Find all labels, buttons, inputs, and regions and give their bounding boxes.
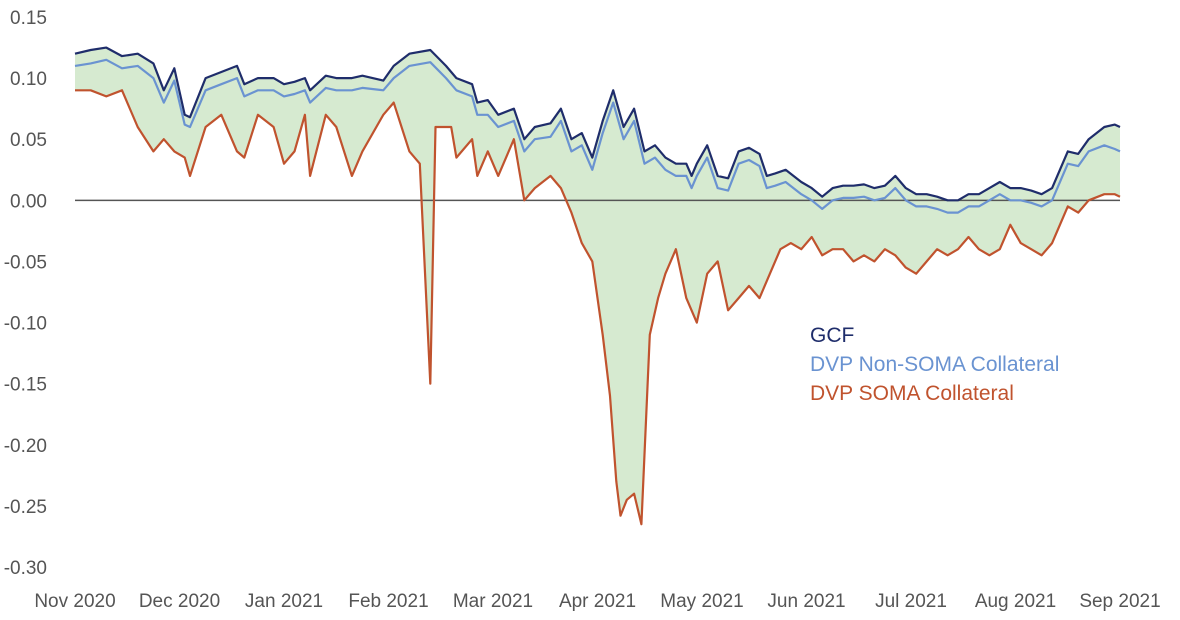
- legend-entry: GCF: [810, 324, 854, 347]
- x-tick-label: May 2021: [660, 591, 743, 612]
- series-line-dvp-non-soma-collateral: [74, 58, 1121, 214]
- x-axis-ticks: Nov 2020 Dec 2020 Jan 2021 Feb 2021 Mar 2021…: [34, 591, 1160, 612]
- y-tick-label: -0.15: [4, 375, 47, 396]
- range-band-area: [75, 47, 1120, 525]
- x-tick-label: Nov 2020: [34, 591, 115, 612]
- x-tick-label: Sep 2021: [1079, 591, 1160, 612]
- y-tick-label: 0.00: [10, 191, 47, 212]
- x-tick-label: Jul 2021: [875, 591, 947, 612]
- legend-entry: DVP Non-SOMA Collateral: [810, 353, 1059, 376]
- x-tick-label: Apr 2021: [559, 591, 636, 612]
- y-tick-label: -0.20: [4, 436, 47, 457]
- y-axis-ticks: 0.15 0.10 0.05 0.00 -0.05 -0.10 -0.15 -0.20 -0.2…: [4, 8, 47, 579]
- y-tick-label: 0.10: [10, 69, 47, 90]
- y-tick-label: -0.05: [4, 252, 47, 273]
- x-tick-label: Mar 2021: [453, 591, 533, 612]
- y-tick-label: 0.05: [10, 130, 47, 151]
- x-tick-label: Jan 2021: [245, 591, 323, 612]
- y-tick-label: 0.15: [10, 8, 47, 29]
- legend: GCF DVP Non-SOMA Collateral DVP SOMA Colla…: [810, 324, 1059, 405]
- y-tick-label: -0.30: [4, 558, 47, 579]
- legend-entry: DVP SOMA Collateral: [810, 382, 1014, 405]
- y-tick-label: -0.10: [4, 314, 47, 335]
- shaded-range-band: [75, 47, 1120, 525]
- y-tick-label: -0.25: [4, 497, 47, 518]
- series-line-gcf: [74, 46, 1121, 202]
- x-tick-label: Jun 2021: [767, 591, 845, 612]
- series-line-dvp-soma-collateral: [75, 89, 1121, 526]
- x-tick-label: Dec 2020: [139, 591, 220, 612]
- x-tick-label: Aug 2021: [975, 591, 1056, 612]
- series-lines: [74, 46, 1121, 526]
- x-tick-label: Feb 2021: [348, 591, 428, 612]
